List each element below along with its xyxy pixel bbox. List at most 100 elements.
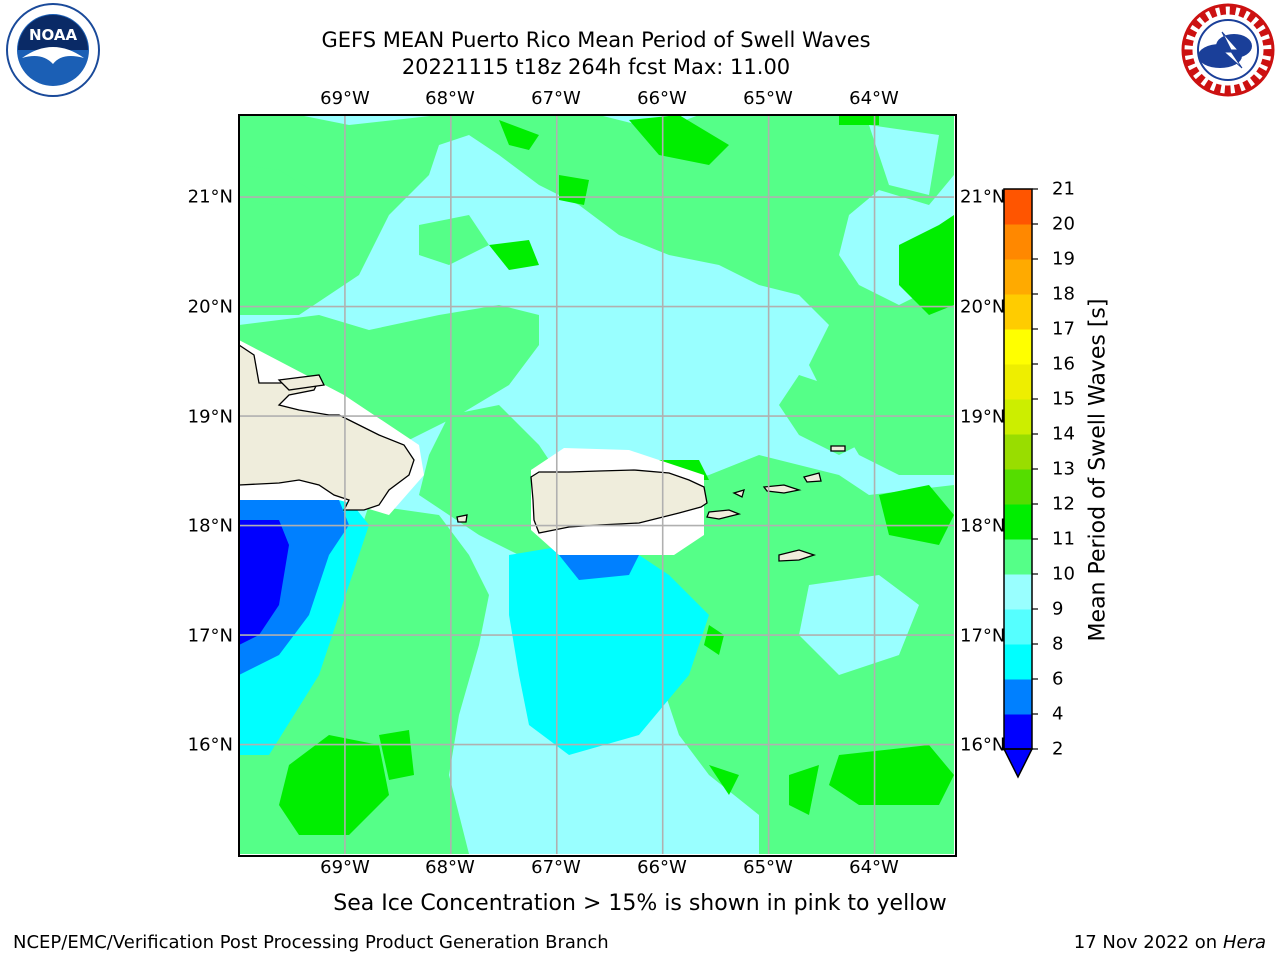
footer-date-text: 17 Nov 2022 on (1073, 932, 1218, 953)
svg-text:NOAA: NOAA (29, 26, 78, 44)
colorbar (1000, 184, 1080, 784)
lat-label-left-21: 21°N (187, 186, 233, 208)
region-9to10-pocket (419, 215, 489, 265)
colorbar-tick-label: 17 (1052, 318, 1075, 340)
colorbar-tick-label: 11 (1052, 528, 1075, 550)
lon-label-bottom-67: 67°W (531, 857, 581, 878)
lat-label-right-18: 18°N (960, 515, 1006, 537)
nws-logo (1176, 2, 1280, 100)
colorbar-tick-label: 18 (1052, 283, 1075, 305)
colorbar-band (1004, 294, 1032, 330)
colorbar-band (1004, 539, 1032, 575)
region-10to11-l (709, 765, 739, 795)
land-vieques (706, 509, 742, 520)
colorbar-tick-label: 15 (1052, 388, 1075, 410)
lon-label-bottom-69: 69°W (320, 857, 370, 878)
colorbar-tick-label: 19 (1052, 248, 1075, 270)
lat-label-left-17: 17°N (187, 625, 233, 647)
colorbar-band (1004, 434, 1032, 470)
colorbar-band (1004, 399, 1032, 435)
colorbar-tick-label: 6 (1052, 668, 1064, 690)
colorbar-band (1004, 574, 1032, 610)
lon-label-top-68: 68°W (425, 88, 475, 109)
region-10to11-n (704, 625, 724, 655)
lat-label-left-16: 16°N (187, 734, 233, 756)
colorbar-tick-label: 20 (1052, 213, 1075, 235)
colorbar-tick-label: 14 (1052, 423, 1075, 445)
lat-label-right-17: 17°N (960, 625, 1006, 647)
land-mona (456, 514, 468, 523)
noaa-logo: NOAA (2, 2, 104, 100)
region-10to11-g (879, 485, 954, 545)
lon-label-bottom-64: 64°W (849, 857, 899, 878)
region-10to11-i (829, 745, 954, 805)
land-anegada (830, 445, 846, 452)
lat-label-right-19: 19°N (960, 406, 1006, 428)
region-9to10-nw (239, 165, 319, 205)
colorbar-tick-label: 2 (1052, 738, 1064, 760)
colorbar-tick-label: 16 (1052, 353, 1075, 375)
lat-label-left-18: 18°N (187, 515, 233, 537)
colorbar-band (1004, 224, 1032, 260)
chart-subtitle: 20221115 t18z 264h fcst Max: 11.00 (401, 55, 791, 79)
colorbar-tick-label: 13 (1052, 458, 1075, 480)
lat-label-right-16: 16°N (960, 734, 1006, 756)
colorbar-tick-label: 4 (1052, 703, 1064, 725)
lon-label-bottom-68: 68°W (425, 857, 475, 878)
region-10to11-d (899, 215, 954, 315)
colorbar-label: Mean Period of Swell Waves [s] (1085, 298, 1111, 642)
colorbar-tick-label: 8 (1052, 633, 1064, 655)
region-10to11-a (499, 120, 539, 150)
colorbar-band (1004, 469, 1032, 505)
colorbar-band (1004, 364, 1032, 400)
footer-date: 17 Nov 2022 on Hera (1074, 932, 1266, 953)
region-10to11-e (489, 240, 539, 270)
region-10to11-c (839, 115, 879, 125)
chart-title: GEFS MEAN Puerto Rico Mean Period of Swe… (321, 28, 871, 52)
region-9to10-east (779, 375, 879, 455)
region-10to11-h (789, 765, 819, 815)
lon-label-bottom-66: 66°W (637, 857, 687, 878)
region-6to8-core (539, 585, 649, 675)
lat-label-left-20: 20°N (187, 296, 233, 318)
colorbar-band (1004, 714, 1032, 750)
land-culebra (732, 489, 745, 498)
colorbar-band (1004, 679, 1032, 715)
lon-label-top-66: 66°W (637, 88, 687, 109)
lon-label-top-65: 65°W (743, 88, 793, 109)
colorbar-band (1004, 329, 1032, 365)
colorbar-tick-label: 21 (1052, 178, 1075, 200)
colorbar-band (1004, 504, 1032, 540)
lon-label-top-64: 64°W (849, 88, 899, 109)
region-10to11-f (559, 175, 589, 205)
lat-label-left-19: 19°N (187, 406, 233, 428)
colorbar-tick-label: 9 (1052, 598, 1064, 620)
colorbar-band (1004, 189, 1032, 225)
region-10to11-j (279, 735, 389, 835)
region-9to10-north (239, 115, 954, 475)
lon-label-top-69: 69°W (320, 88, 370, 109)
sea-ice-note: Sea Ice Concentration > 15% is shown in … (333, 891, 947, 916)
region-10to11-b (629, 115, 729, 165)
colorbar-tick-label: 10 (1052, 563, 1075, 585)
region-8to9-south-hole (799, 575, 919, 675)
lat-label-right-21: 21°N (960, 186, 1006, 208)
colorbar-band (1004, 609, 1032, 645)
colorbar-tick-label: 12 (1052, 493, 1075, 515)
region-4to6-south-pr (559, 555, 639, 580)
footer-credit: NCEP/EMC/Verification Post Processing Pr… (13, 932, 609, 953)
swell-period-map (239, 115, 954, 854)
region-10to11-k (379, 730, 414, 780)
land-st-croix (778, 549, 817, 562)
lon-label-top-67: 67°W (531, 88, 581, 109)
land-samana (277, 374, 325, 391)
colorbar-band (1004, 644, 1032, 680)
footer-host: Hera (1222, 932, 1266, 953)
lon-label-bottom-65: 65°W (743, 857, 793, 878)
land-virgin-islands-1 (762, 484, 802, 494)
region-8to9-ne-hole (869, 125, 939, 195)
land-virgin-islands-2 (802, 472, 822, 483)
colorbar-band (1004, 259, 1032, 295)
lat-label-right-20: 20°N (960, 296, 1006, 318)
region-2to4-west (239, 520, 289, 645)
